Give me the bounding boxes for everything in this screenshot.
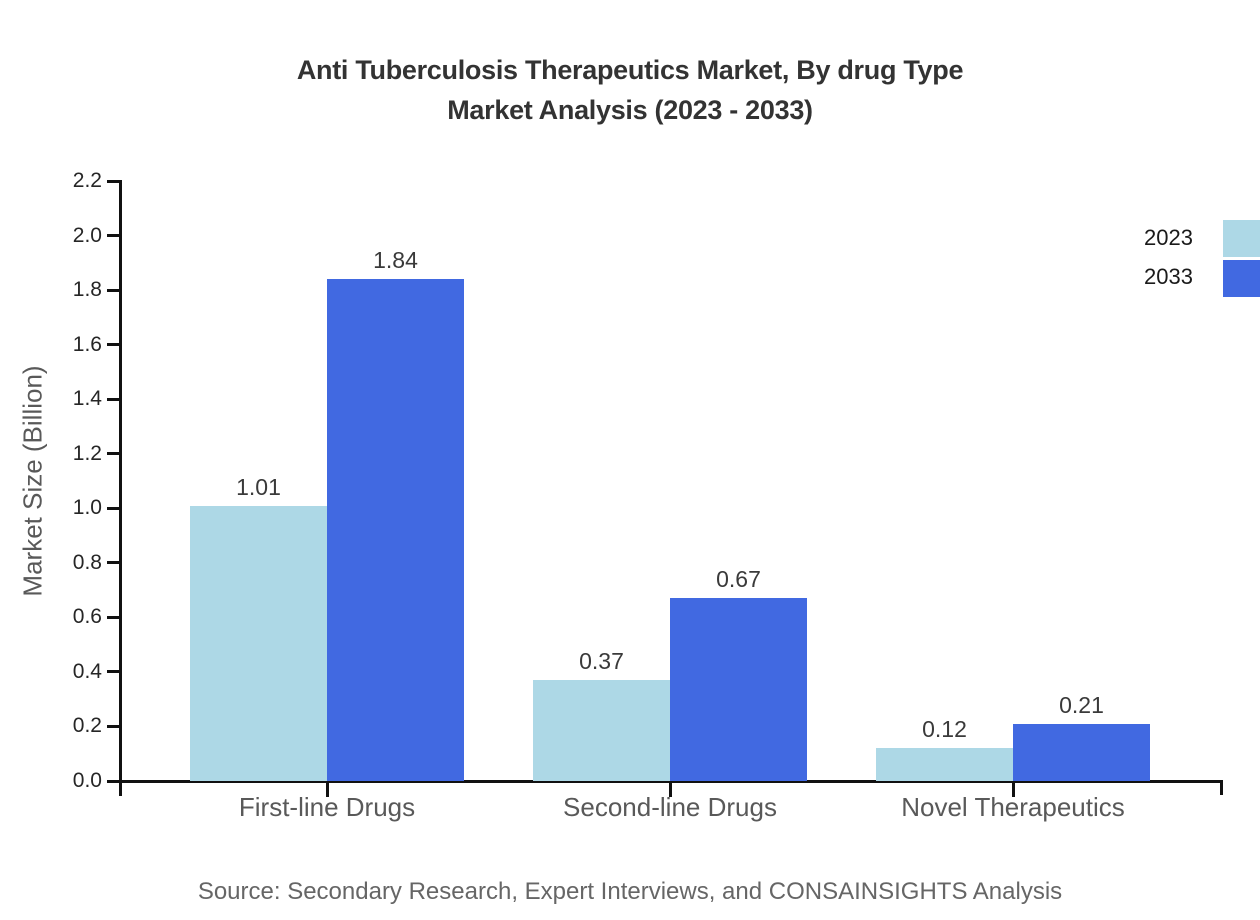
y-tick-label: 1.2 (72, 441, 102, 465)
bar-2033-2 (1013, 724, 1150, 781)
bar-value-label: 0.67 (716, 566, 761, 592)
x-tick-mark (325, 781, 329, 797)
bar-2033-1 (670, 598, 807, 781)
y-tick-mark (107, 397, 120, 401)
source-note: Source: Secondary Research, Expert Inter… (197, 878, 1063, 905)
y-tick-label: 1.6 (72, 332, 102, 356)
y-tick-label: 1.8 (72, 278, 102, 302)
bar-value-label: 0.12 (922, 716, 967, 742)
bar-2023-0 (190, 506, 327, 781)
y-tick-label: 2.2 (72, 169, 102, 192)
x-axis-end-tick (1220, 781, 1223, 795)
y-tick-label: 2.0 (72, 223, 102, 247)
x-category-label-1: Second-line Drugs (563, 792, 777, 822)
y-tick-mark (107, 779, 120, 783)
chart-title-line1: Anti Tuberculosis Therapeutics Market, B… (296, 55, 964, 85)
bar-2023-1 (533, 680, 670, 781)
x-tick-mark (1011, 781, 1015, 797)
y-tick-label: 0.4 (72, 659, 102, 683)
y-tick-mark (107, 452, 120, 456)
y-tick-mark (107, 234, 120, 238)
x-tick-mark (668, 781, 672, 797)
bar-value-label: 1.01 (236, 474, 281, 500)
bar-value-label: 1.84 (373, 247, 418, 273)
y-tick-mark (107, 179, 120, 183)
x-axis-line (107, 780, 1223, 783)
bar-2033-0 (327, 279, 464, 781)
bar-value-label: 0.37 (579, 648, 624, 674)
y-axis-line (119, 180, 122, 796)
y-tick-label: 1.0 (72, 496, 102, 520)
y-tick-mark (107, 343, 120, 347)
y-tick-label: 0.6 (72, 605, 102, 629)
chart-title: Anti Tuberculosis Therapeutics Market, B… (0, 50, 1260, 130)
y-tick-label: 0.2 (72, 714, 102, 738)
y-tick-label: 0.8 (72, 550, 102, 574)
legend-swatch-2033 (1223, 260, 1260, 297)
legend-label-2033: 2033 (1144, 264, 1193, 289)
chart-title-line2: Market Analysis (2023 - 2033) (447, 95, 813, 125)
y-tick-mark (107, 724, 120, 728)
y-tick-label: 1.4 (72, 387, 102, 411)
bar-value-label: 0.21 (1059, 692, 1104, 718)
y-tick-label: 0.0 (72, 769, 102, 792)
legend-label-2023: 2023 (1144, 225, 1193, 250)
y-tick-mark (107, 561, 120, 565)
legend-swatch-2023 (1223, 220, 1260, 257)
y-tick-mark (107, 288, 120, 292)
x-category-label-0: First-line Drugs (238, 792, 416, 822)
y-tick-mark (107, 506, 120, 510)
x-category-label-2: Novel Therapeutics (901, 792, 1125, 822)
y-tick-mark (107, 615, 120, 619)
y-tick-mark (107, 670, 120, 674)
bar-2023-2 (876, 748, 1013, 781)
